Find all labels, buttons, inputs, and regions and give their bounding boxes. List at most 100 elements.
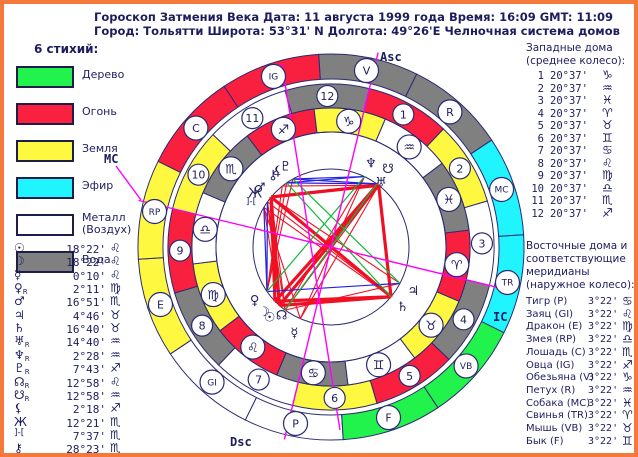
pluto-glyph-icon: ♇R [14,361,30,377]
animal-label-V-circle [353,57,380,84]
planet-glyph-vulcan: ]-[ [246,197,256,207]
house-degree: 3°22' [588,384,619,396]
house-number: 2 [537,82,544,95]
zodiac-glyph-4-circle [240,334,266,360]
planet-row-snode: ☋R 12°58' ♒ [12,387,130,403]
planet-glyph-mars: ♂ [254,181,266,196]
zodiac-glyph-1: ♉ [425,319,437,334]
zodiac-sign-icon: ♉ [602,118,613,132]
house-number: 6 [537,132,544,145]
zodiac-sign-icon: ♎ [602,180,613,195]
zodiac-glyph-5: ♍ [207,288,219,303]
zodiac-sign-icon: ♍ [110,281,121,296]
house-degree: 3°22' [588,410,619,422]
snode-glyph-icon: ☋R [14,387,30,403]
zodiac-sign-icon: ♍ [602,168,613,182]
western-house-row-10: 10 20°37' ♎ [526,180,634,195]
planet-glyph-mercury: ☿ [290,326,298,341]
retrograde-mark: R [24,381,30,390]
zodiac-glyph-7: ♏ [225,162,237,177]
zodiac-glyph-10-circle [396,134,422,160]
planet-degree: 7°43' [72,363,106,377]
mars-glyph-icon: ♂ [14,294,25,309]
animal-meridian-name: Бык (F) [526,435,564,447]
zodiac-glyph-0-circle [444,252,470,278]
legend-label: Эфир [82,179,114,192]
house-number-12-circle [316,84,339,108]
aspect-line-venus-neptune [266,176,366,292]
western-house-row-4: 4 20°37' ♈ [526,106,634,120]
eastern-house-row: Собака (MC) 3°22' ♓ [526,396,634,410]
zodiac-sign-icon: ♊ [602,130,613,145]
zodiac-sign-icon: ♉ [622,421,633,435]
retrograde-mark: R [24,354,30,363]
uranus-glyph-icon: ♅R [14,334,30,350]
asc-axis-label: Asc [380,50,402,64]
legend-title: 6 стихий: [34,42,99,56]
zodiac-sign-icon: ♐ [602,205,613,220]
zodiac-glyph-10: ♒ [403,141,415,156]
zodiac-glyph-6-circle [192,216,218,242]
zodiac-glyph-0: ♈ [451,258,463,273]
planet-row-saturn: ♄ 16°40' ♉ [12,321,130,336]
aspect-line-chiron-venus [266,185,283,292]
zodiac-glyph-8-circle [270,116,297,142]
zodiac-sign-icon: ♏ [622,344,633,359]
animal-meridian-name: Собака (MC) [526,397,591,409]
house-degree: 3°22' [588,334,619,346]
house-degree: 20°37' [550,157,588,170]
house-number-7-circle [247,368,270,391]
venus-glyph-icon: ♀R [14,281,28,297]
planet-degree: 0°10' [72,269,106,283]
planet-degree: 18°22' [66,243,106,256]
planet-glyph-jupiter: ♃ [407,284,419,299]
house-number-11: 11 [245,112,259,125]
animal-label-TR: TR [501,279,514,289]
planet-row-chiron: ⚷ 28°23' ♏ [12,441,130,457]
zodiac-sign-icon: ♉ [110,321,121,336]
house-degree: 3°22' [588,346,619,358]
zodiac-glyph-2-circle [365,352,392,378]
zodiac-sign-icon: ♒ [602,80,613,95]
wheel-circle [215,131,447,363]
zodiac-sign-icon: ♌ [110,267,121,282]
house-number-2: 2 [456,162,463,175]
zodiac-sign-icon: ♑ [622,370,633,385]
legend-swatch-wood [16,66,74,88]
zodiac-glyph-9-circle [336,108,362,134]
animal-label-MC-circle [488,176,515,203]
western-house-row-7: 7 20°37' ♋ [526,143,634,157]
zodiac-sign-icon: ♐ [110,361,121,376]
house-number-6: 6 [331,392,338,405]
zodiac-glyph-7-circle [218,156,244,182]
western-houses-title-line1: Западные дома [526,42,613,54]
animal-meridian-name: Петух (R) [526,384,576,396]
retrograde-mark: R [24,341,30,350]
zodiac-sign-icon: ♋ [622,294,633,308]
legend-label: Земля [82,142,118,155]
zodiac-sign-icon: ♋ [602,143,613,157]
house-number-12: 12 [320,90,334,103]
planet-row-mars: ♂ 16°51' ♏ [12,294,130,310]
western-house-row-5: 5 20°37' ♉ [526,118,634,132]
house-degree: 3°22' [588,397,619,409]
planet-row-node: ☊R 12°58' ♌ [12,375,130,390]
western-house-row-8: 8 20°37' ♌ [526,156,634,170]
legend-swatch-metal [16,214,74,236]
mc-label-pointer-line [115,165,142,201]
planet-degree: 28°23' [66,443,106,457]
western-houses-title-line2: (среднее колесо): [526,55,626,67]
animal-label-C-circle [183,115,209,141]
animal-meridian-name: Лошадь (C) [526,346,586,358]
animal-label-GI-circle [199,369,225,395]
house-number-4-circle [452,308,475,331]
planet-degree: 16°51' [66,296,106,310]
zodiac-sign-icon: ♏ [602,193,613,207]
aspect-line-pluto-jupiter [292,178,401,284]
western-house-row-11: 11 20°37' ♏ [526,193,634,207]
zodiac-sign-icon: ♓ [602,93,613,107]
mercury-glyph-icon: ☿ [14,267,22,282]
house-number-6-circle [323,386,346,410]
house-degree: 20°37' [550,70,588,82]
